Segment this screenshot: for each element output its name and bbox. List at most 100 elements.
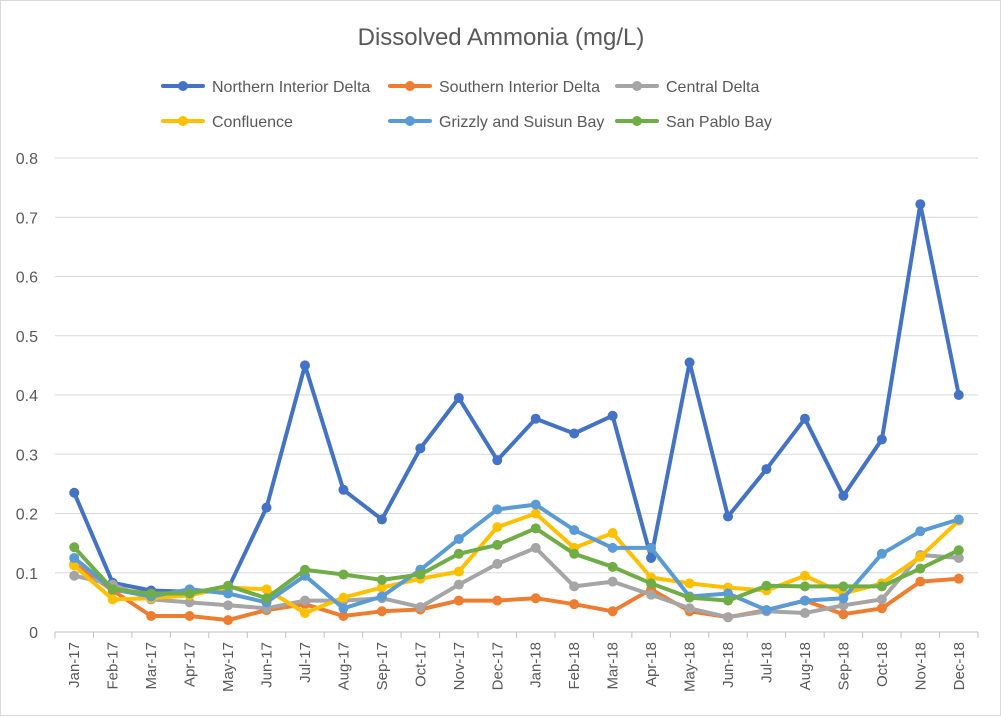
legend-label: Northern Interior Delta	[212, 79, 370, 96]
data-point	[684, 578, 695, 589]
x-tick-label: Nov-17	[451, 642, 468, 690]
x-tick-label: Dec-18	[951, 642, 968, 690]
data-point	[607, 606, 618, 617]
data-point	[338, 592, 349, 603]
legend-marker	[632, 81, 642, 91]
data-point	[761, 464, 772, 475]
y-tick-label: 0.2	[16, 507, 38, 524]
x-tick-label: Apr-18	[643, 642, 660, 687]
data-point	[299, 595, 310, 606]
series-line	[72, 526, 961, 603]
x-tick-label: Oct-17	[412, 642, 429, 687]
data-point	[646, 589, 657, 600]
data-point	[915, 199, 926, 210]
data-point	[569, 581, 580, 592]
data-point	[376, 514, 387, 525]
x-tick-label: Feb-18	[566, 642, 583, 690]
data-point	[915, 551, 926, 562]
data-point	[799, 570, 810, 581]
data-point	[338, 569, 349, 580]
data-point	[530, 499, 541, 510]
data-point	[569, 428, 580, 439]
data-point	[492, 539, 503, 550]
data-point	[453, 533, 464, 544]
x-axis-ticks: Jan-17 Feb-17 Mar-17 Apr-17 May-17 Jun-17 Jul-…	[54, 632, 979, 692]
data-point	[530, 593, 541, 604]
data-point	[261, 502, 272, 513]
x-tick-label: Jan-18	[528, 642, 545, 688]
gridlines	[55, 157, 978, 633]
data-point	[607, 576, 618, 587]
data-point	[838, 609, 849, 620]
legend-label: Southern Interior Delta	[439, 79, 600, 96]
x-tick-label: Jun-18	[720, 642, 737, 688]
legend-entry: Central Delta	[615, 79, 759, 96]
x-tick-label: Mar-18	[605, 642, 622, 690]
data-point	[453, 595, 464, 606]
data-point	[876, 548, 887, 559]
data-point	[569, 548, 580, 559]
data-point	[799, 413, 810, 424]
data-point	[492, 522, 503, 533]
y-tick-label: 0.5	[16, 329, 38, 346]
legend-entry: Southern Interior Delta	[388, 79, 600, 96]
y-tick-label: 0.1	[16, 566, 38, 583]
data-point	[799, 581, 810, 592]
y-tick-label: 0.4	[16, 388, 38, 405]
y-axis-ticks: 0 0.1 0.2 0.3 0.4 0.5 0.6 0.7 0.8	[16, 151, 38, 642]
legend-marker	[405, 116, 415, 126]
data-point	[838, 581, 849, 592]
data-point	[415, 602, 426, 613]
data-point	[492, 595, 503, 606]
legend-entry: Grizzly and Suisun Bay	[388, 114, 604, 131]
data-point	[646, 542, 657, 553]
data-point	[338, 603, 349, 614]
data-point	[376, 582, 387, 593]
data-point	[453, 579, 464, 590]
data-point	[492, 455, 503, 466]
data-point	[107, 594, 118, 605]
x-tick-label: Jul-18	[758, 642, 775, 683]
data-point	[915, 563, 926, 574]
x-tick-label: Aug-18	[797, 642, 814, 690]
data-point	[684, 603, 695, 614]
data-point	[184, 588, 195, 599]
legend-entry: Northern Interior Delta	[161, 79, 370, 96]
data-point	[261, 593, 272, 604]
data-point	[723, 595, 734, 606]
data-point	[876, 594, 887, 605]
data-point	[223, 600, 234, 611]
data-point	[69, 560, 80, 571]
x-tick-label: May-18	[682, 642, 699, 692]
data-point	[338, 484, 349, 495]
legend-marker	[178, 116, 188, 126]
data-point	[530, 413, 541, 424]
x-tick-label: Jun-17	[259, 642, 276, 688]
data-point	[223, 588, 234, 599]
data-point	[223, 615, 234, 626]
data-point	[953, 514, 964, 525]
legend-label: Central Delta	[666, 79, 759, 96]
data-point	[723, 511, 734, 522]
data-point	[146, 588, 157, 599]
data-point	[876, 434, 887, 445]
data-point	[799, 595, 810, 606]
data-point	[453, 392, 464, 403]
data-point	[299, 564, 310, 575]
series-line	[72, 202, 961, 594]
x-tick-label: Mar-17	[143, 642, 160, 690]
data-point	[646, 578, 657, 589]
series-line	[72, 545, 961, 620]
data-point	[415, 569, 426, 580]
data-point	[607, 561, 618, 572]
data-point	[607, 410, 618, 421]
legend-entry: San Pablo Bay	[615, 114, 772, 131]
data-point	[107, 584, 118, 595]
data-point	[261, 584, 272, 595]
data-point	[338, 611, 349, 622]
x-tick-label: Oct-18	[874, 642, 891, 687]
data-point	[415, 443, 426, 454]
data-point	[299, 360, 310, 371]
